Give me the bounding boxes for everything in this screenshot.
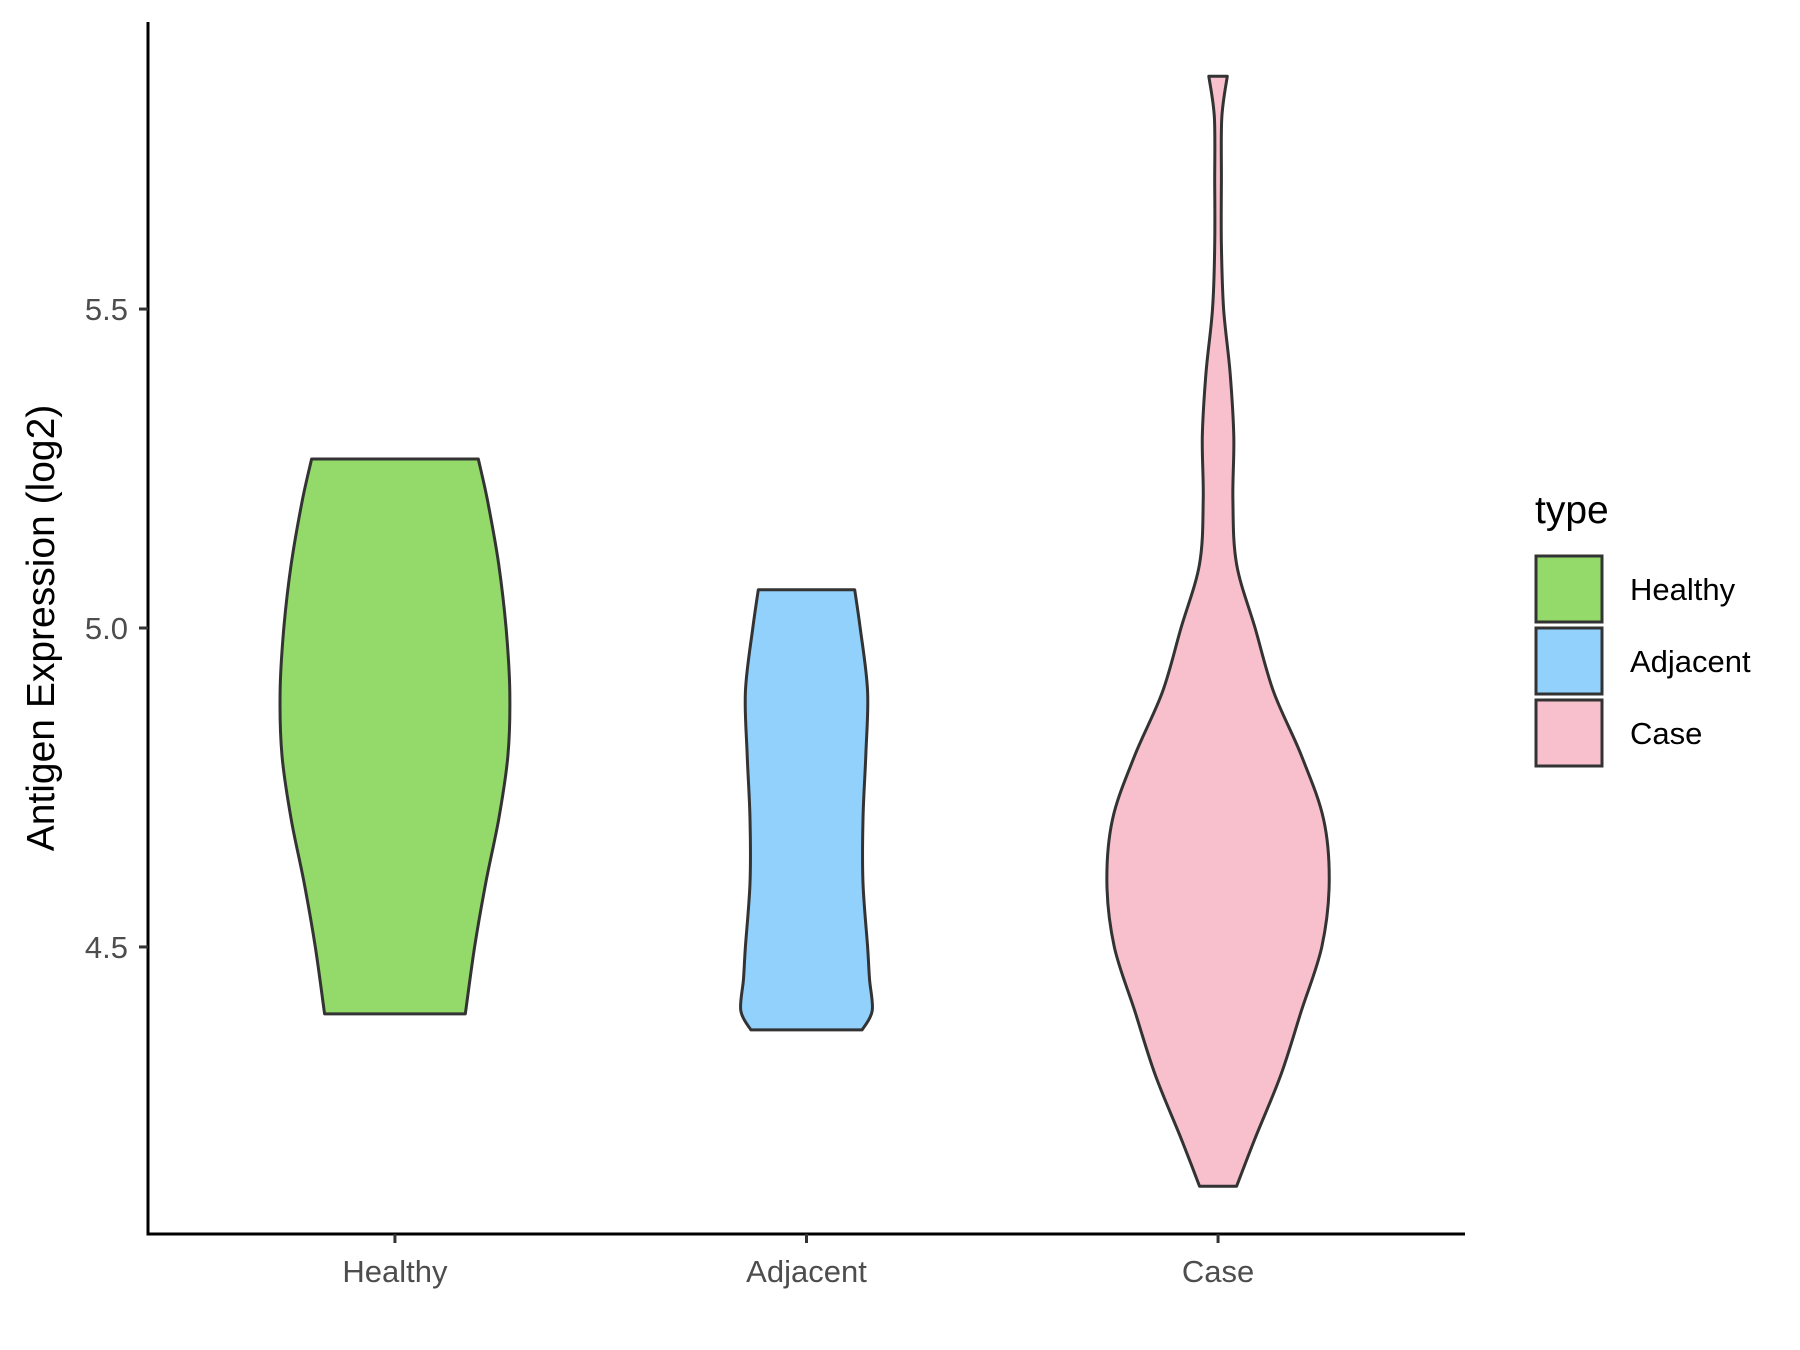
legend-swatch-healthy: [1534, 554, 1604, 624]
legend-swatch-adjacent: [1534, 626, 1604, 696]
y-axis-title: Antigen Expression (log2): [20, 405, 63, 852]
violin-healthy: [278, 457, 512, 1016]
violin-case: [1105, 74, 1331, 1188]
legend: type Healthy Adjacent Case: [1534, 489, 1751, 768]
legend-swatch-case: [1534, 698, 1604, 768]
legend-label-case: Case: [1630, 716, 1702, 751]
y-axis-ticks: 4.5 5.0 5.5: [85, 292, 148, 965]
x-tick-label-adjacent: Adjacent: [746, 1254, 867, 1289]
legend-title: type: [1535, 489, 1609, 532]
legend-entries: Healthy Adjacent Case: [1534, 554, 1751, 768]
y-tick-label: 5.5: [85, 292, 128, 327]
x-axis-ticks: Healthy Adjacent Case: [342, 1234, 1254, 1289]
y-tick-label: 4.5: [85, 930, 128, 965]
y-tick-label: 5.0: [85, 611, 128, 646]
x-tick-label-case: Case: [1182, 1254, 1254, 1289]
violin-adjacent: [739, 588, 874, 1032]
legend-label-healthy: Healthy: [1630, 572, 1736, 607]
legend-label-adjacent: Adjacent: [1630, 644, 1751, 679]
violin-layer: [278, 74, 1331, 1188]
x-tick-label-healthy: Healthy: [342, 1254, 448, 1289]
